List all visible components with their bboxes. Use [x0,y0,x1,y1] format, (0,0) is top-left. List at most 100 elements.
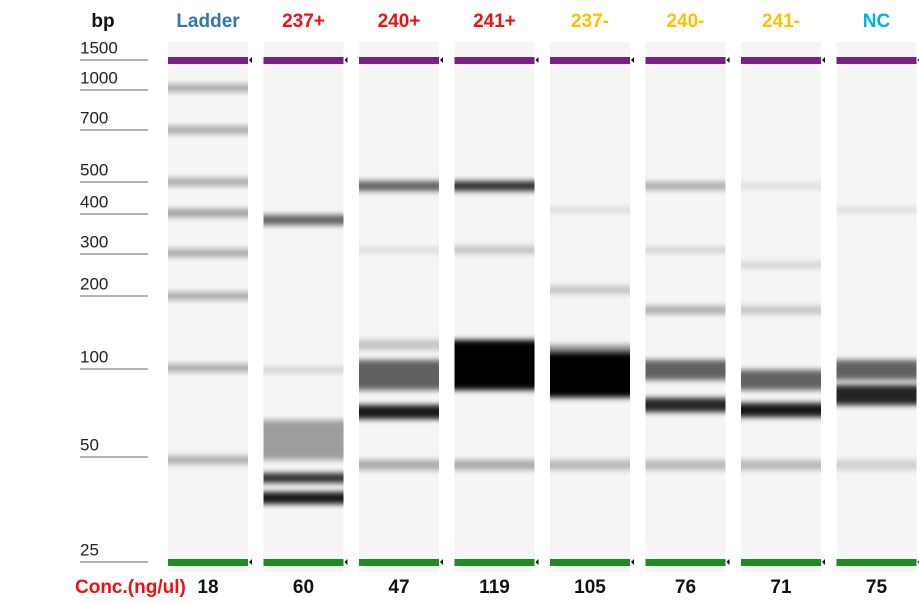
lower-marker-band [359,559,439,566]
peak-arrow [345,559,348,565]
upper-marker-band [455,57,535,64]
upper-marker-band [837,57,917,64]
peak-arrow [249,57,252,63]
conc-value: 71 [770,577,792,598]
band [741,460,821,470]
conc-label: Conc.(ng/ul) [75,577,186,598]
peak-arrow [440,57,443,63]
band [646,182,726,190]
band [646,360,726,380]
band [646,398,726,412]
lower-marker-band [264,559,344,566]
band [264,367,344,373]
upper-marker-band [646,57,726,64]
lane-label: 237- [571,11,609,32]
band [455,340,535,390]
band [359,460,439,470]
conc-value: 119 [479,577,510,598]
marker-label: 700 [80,108,108,127]
lane-label: 240- [666,11,704,32]
band [741,262,821,268]
peak-arrow [822,57,825,63]
lane [455,42,535,572]
peak-arrow [536,559,539,565]
lane [837,42,917,572]
band [550,460,630,470]
marker-label: 100 [80,347,108,366]
conc-value: 105 [574,577,606,598]
band [264,492,344,504]
peak-arrow [345,57,348,63]
marker-label: 50 [80,435,99,454]
lower-marker-band [168,559,248,566]
band [264,215,344,225]
lane-label: 240+ [378,11,421,32]
band [359,247,439,253]
upper-marker-band [550,57,630,64]
conc-value: 60 [293,577,314,598]
lane-label: NC [863,11,891,32]
band [455,181,535,191]
band [168,456,248,464]
marker-label: 25 [80,540,99,559]
upper-marker-band [741,57,821,64]
lane-label: 237+ [282,11,325,32]
band [264,420,344,460]
band [359,340,439,350]
lower-marker-band [837,559,917,566]
marker-label: 300 [80,232,108,251]
band [168,292,248,300]
lower-marker-band [646,559,726,566]
band [168,84,248,92]
peak-arrow [440,559,443,565]
lower-marker-band [455,559,535,566]
marker-label: 500 [80,160,108,179]
conc-value: 18 [197,577,218,598]
conc-value: 47 [388,577,409,598]
band [264,473,344,483]
peak-arrow [536,57,539,63]
lane-label: 241+ [473,11,516,32]
marker-label: 400 [80,192,108,211]
lane [168,42,248,572]
marker-label: 1000 [80,68,118,87]
marker-label: 1500 [80,38,118,57]
axis-label: bp [91,11,114,32]
peak-arrow [631,57,634,63]
band [550,353,630,398]
peak-arrow [727,57,730,63]
band [741,403,821,417]
band [168,178,248,186]
upper-marker-band [264,57,344,64]
peak-arrow [822,559,825,565]
band [359,181,439,191]
lane [359,42,439,572]
band [359,405,439,419]
band [168,126,248,134]
band [646,247,726,253]
band [646,460,726,470]
lower-marker-band [741,559,821,566]
lane [550,42,630,572]
lane-label: Ladder [176,11,240,32]
peak-arrow [727,559,730,565]
band [837,460,917,470]
band [741,183,821,189]
band [837,360,917,380]
band [741,306,821,314]
band [168,364,248,372]
band [837,207,917,213]
band [741,370,821,390]
band [455,246,535,254]
conc-value: 76 [675,577,696,598]
marker-label: 200 [80,274,108,293]
band [359,360,439,390]
upper-marker-band [359,57,439,64]
band [168,209,248,217]
gel-image: bp Conc.(ng/ul) 1500 1000 700 500 400 300 200 1… [0,0,919,603]
band [455,460,535,470]
lane-label: 241- [762,11,800,32]
peak-arrow [249,559,252,565]
band [168,249,248,257]
band [550,207,630,213]
